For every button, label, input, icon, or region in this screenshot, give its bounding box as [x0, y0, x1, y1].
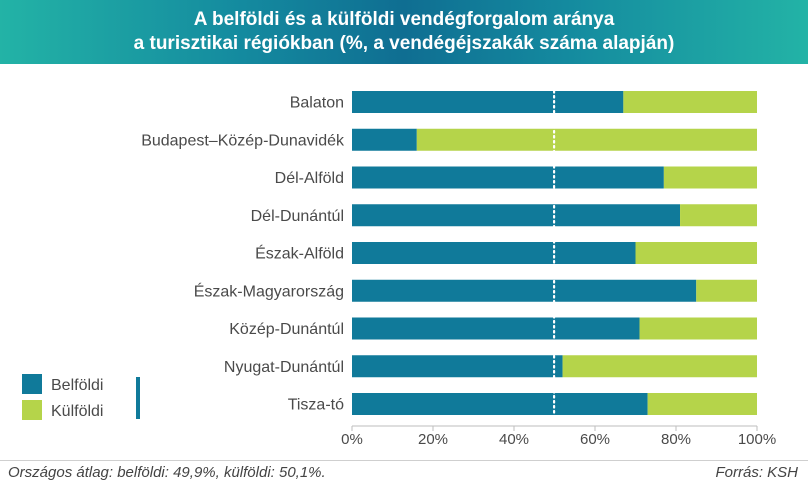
- legend-swatch-belfoldi: [22, 374, 42, 394]
- chart-title-banner: A belföldi és a külföldi vendégforgalom …: [0, 0, 808, 64]
- bar-kulfoldi: [639, 317, 757, 340]
- category-label: Nyugat-Dunántúl: [224, 359, 344, 376]
- category-label: Budapest–Közép-Dunavidék: [141, 132, 345, 149]
- bar-belfoldi: [352, 317, 640, 340]
- bar-kulfoldi: [696, 279, 757, 302]
- bar-kulfoldi: [647, 393, 757, 415]
- bar-belfoldi: [352, 204, 681, 227]
- bar-kulfoldi: [562, 355, 757, 378]
- legend-label-kulfoldi: Külföldi: [51, 403, 103, 420]
- bar-kulfoldi: [663, 166, 757, 189]
- category-label: Észak-Alföld: [255, 244, 344, 263]
- source-label: Forrás: KSH: [715, 464, 798, 481]
- chart-title-line-2: a turisztikai régiókban (%, a vendégéjsz…: [133, 33, 675, 54]
- x-tick-label: 100%: [738, 431, 776, 448]
- category-label: Tisza-tó: [288, 397, 344, 414]
- x-tick-label: 60%: [580, 431, 610, 448]
- bar-belfoldi: [352, 242, 636, 264]
- national-average-note: Országos átlag: belföldi: 49,9%, külföld…: [8, 464, 326, 481]
- bar-belfoldi: [352, 393, 648, 415]
- legend-label-belfoldi: Belföldi: [51, 377, 103, 394]
- bar-belfoldi: [352, 166, 664, 189]
- legend-accent-mark: [136, 377, 140, 419]
- x-tick-label: 80%: [661, 431, 691, 448]
- category-label: Dél-Dunántúl: [251, 208, 344, 225]
- x-tick-label: 20%: [418, 431, 448, 448]
- stacked-bar-chart: Balaton Budapest–Közép-Dunavidék Dél-Alföl…: [22, 84, 776, 448]
- category-label: Észak-Magyarország: [194, 281, 344, 300]
- bar-belfoldi: [352, 128, 417, 151]
- chart-area: Balaton Budapest–Közép-Dunavidék Dél-Alföl…: [0, 64, 808, 461]
- chart-title-line-1: A belföldi és a külföldi vendégforgalom …: [193, 9, 615, 30]
- bar-belfoldi: [352, 279, 697, 302]
- bar-kulfoldi: [680, 204, 757, 227]
- category-label: Dél-Alföld: [275, 170, 344, 187]
- x-tick-label: 0%: [341, 431, 363, 448]
- legend-swatch-kulfoldi: [22, 400, 42, 420]
- footer: Országos átlag: belföldi: 49,9%, külföld…: [0, 460, 808, 488]
- bar-kulfoldi: [416, 128, 757, 151]
- bar-belfoldi: [352, 91, 624, 113]
- bar-belfoldi: [352, 355, 563, 378]
- bar-kulfoldi: [635, 242, 757, 264]
- bar-kulfoldi: [623, 91, 757, 113]
- x-tick-label: 40%: [499, 431, 529, 448]
- category-label: Balaton: [290, 95, 344, 112]
- category-label: Közép-Dunántúl: [229, 321, 344, 338]
